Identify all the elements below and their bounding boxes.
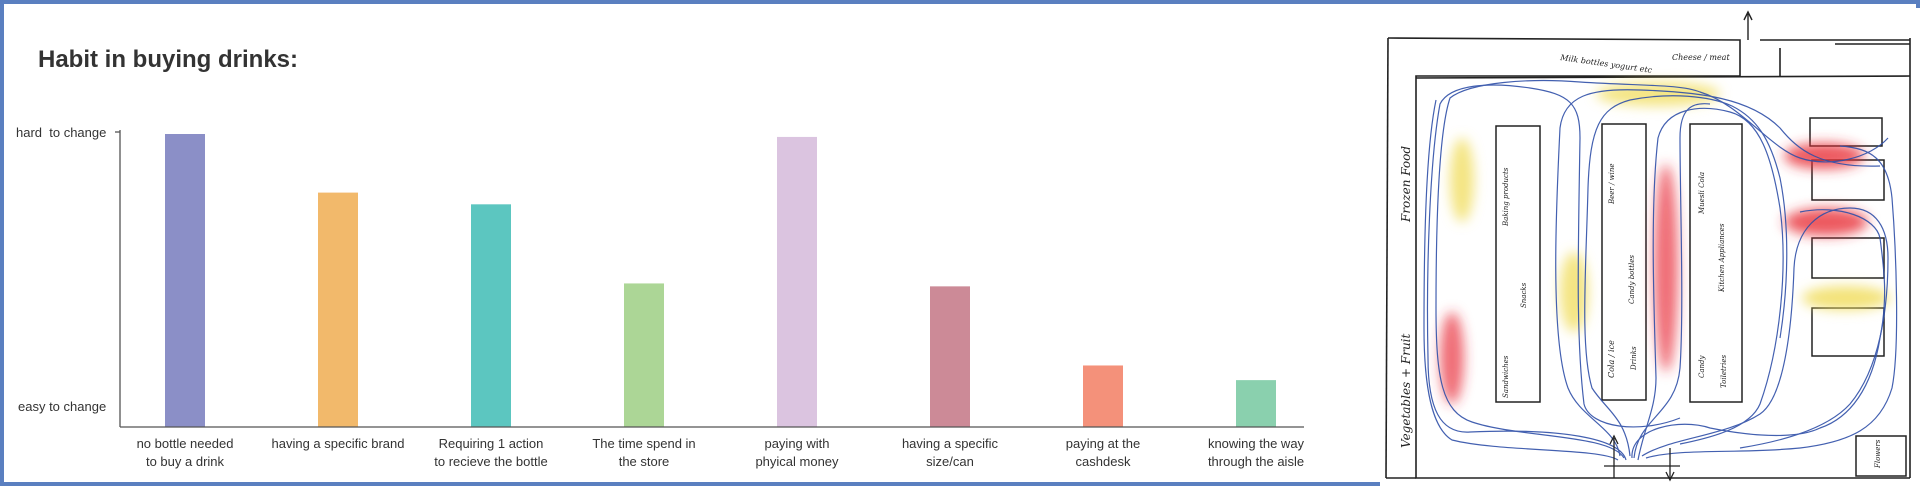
label-cheese: Cheese / meat bbox=[1672, 53, 1730, 62]
bar-3 bbox=[471, 204, 511, 427]
label-kitchen: Kitchen Appliances bbox=[1718, 223, 1726, 293]
hotspot-yellow-2 bbox=[1450, 138, 1474, 222]
label-toiletries: Toiletries bbox=[1720, 354, 1728, 388]
hotspot-red-4 bbox=[1784, 208, 1868, 236]
bar-5 bbox=[777, 136, 817, 427]
x-tick-label-line: to buy a drink bbox=[146, 454, 225, 469]
x-tick-label-6: having a specific size/can bbox=[902, 436, 999, 469]
x-tick-label-line: knowing the way bbox=[1208, 436, 1305, 451]
x-tick-label-line: having a specific bbox=[902, 436, 999, 451]
shelf-7 bbox=[1811, 307, 1885, 357]
hotspot-red-1 bbox=[1654, 164, 1678, 372]
exit-arrow-icon bbox=[1743, 10, 1753, 40]
hotspot-red-2 bbox=[1440, 312, 1464, 404]
x-tick-label-4: The time spend in the store bbox=[592, 436, 695, 469]
x-tick-label-line: The time spend in bbox=[592, 436, 695, 451]
bar-6 bbox=[930, 286, 970, 427]
bars-group bbox=[165, 134, 1276, 427]
bar-2 bbox=[318, 192, 358, 427]
shelf-3 bbox=[1689, 123, 1743, 403]
bar-7 bbox=[1083, 365, 1123, 427]
x-tick-label-line: to recieve the bottle bbox=[434, 454, 547, 469]
label-muesli: Muesli Cola bbox=[1698, 172, 1706, 215]
store-map-drawing: Milk bottles yogurt etc Cheese / meat Fr… bbox=[1385, 10, 1911, 482]
label-frozen: Frozen Food bbox=[1399, 146, 1413, 223]
label-cola: Cola / ice bbox=[1607, 340, 1616, 378]
x-tick-label-3: Requiring 1 action to recieve the bottle bbox=[434, 436, 547, 469]
x-tick-label-line: having a specific brand bbox=[272, 436, 405, 451]
label-candy-bottles: Candy bottles bbox=[1628, 255, 1636, 304]
label-baking: Baking products bbox=[1502, 167, 1510, 227]
label-vegetables: Vegetables + Fruit bbox=[1399, 333, 1413, 448]
flowers-box bbox=[1855, 435, 1907, 477]
x-tick-label-line: phyical money bbox=[755, 454, 839, 469]
x-tick-label-line: paying with bbox=[764, 436, 829, 451]
bar-chart: no bottle needed to buy a drink having a s… bbox=[16, 125, 1305, 469]
bar-8 bbox=[1236, 380, 1276, 427]
label-drinks: Drinks bbox=[1630, 346, 1638, 371]
y-bottom-label: easy to change bbox=[18, 399, 106, 414]
entrance-arrows bbox=[1604, 434, 1680, 482]
x-tick-label-line: paying at the bbox=[1066, 436, 1140, 451]
hotspot-yellow-4 bbox=[1802, 286, 1890, 310]
bar-4 bbox=[624, 283, 664, 427]
x-tick-label-line: no bottle needed bbox=[137, 436, 234, 451]
x-tick-label-5: paying with phyical money bbox=[755, 436, 839, 469]
x-tick-label-line: cashdesk bbox=[1076, 454, 1131, 469]
store-walls bbox=[1385, 37, 1911, 479]
shelf-1 bbox=[1495, 125, 1541, 403]
x-tick-label-7: paying at the cashdesk bbox=[1066, 436, 1140, 469]
hotspot-yellow-1 bbox=[1596, 82, 1720, 106]
x-tick-label-line: Requiring 1 action bbox=[439, 436, 544, 451]
x-tick-label-line: through the aisle bbox=[1208, 454, 1304, 469]
store-map-sketch: Milk bottles yogurt etc Cheese / meat Fr… bbox=[1380, 8, 1920, 486]
label-beer: Beer / wine bbox=[1608, 164, 1616, 205]
bar-1 bbox=[165, 134, 205, 427]
x-tick-label-2: having a specific brand bbox=[272, 436, 405, 451]
x-tick-label-8: knowing the way through the aisle bbox=[1208, 436, 1305, 469]
shelf-2 bbox=[1601, 123, 1647, 401]
label-milk: Milk bottles yogurt etc bbox=[1559, 53, 1653, 75]
label-sandwiches: Sandwiches bbox=[1502, 355, 1510, 398]
shelf-6 bbox=[1811, 237, 1885, 279]
y-top-label: hard to change bbox=[16, 125, 106, 140]
hotspot-yellow-3 bbox=[1560, 252, 1588, 332]
x-tick-labels: no bottle needed to buy a drink having a s… bbox=[137, 436, 1305, 469]
bar-chart-panel: Habit in buying drinks: no bottle needed… bbox=[8, 8, 1354, 486]
chart-title: Habit in buying drinks: bbox=[38, 46, 299, 73]
x-tick-label-line: size/can bbox=[926, 454, 974, 469]
customer-paths bbox=[1423, 79, 1898, 461]
x-tick-label-1: no bottle needed to buy a drink bbox=[137, 436, 234, 469]
store-labels: Milk bottles yogurt etc Cheese / meat Fr… bbox=[1399, 53, 1882, 469]
label-candy: Candy bbox=[1698, 354, 1706, 378]
x-tick-label-line: the store bbox=[619, 454, 670, 469]
hotspots bbox=[1440, 82, 1890, 404]
hotspot-red-3 bbox=[1784, 143, 1864, 169]
shelf-4 bbox=[1809, 117, 1883, 147]
label-flowers: Flowers bbox=[1874, 439, 1882, 469]
label-snacks: Snacks bbox=[1520, 282, 1528, 308]
